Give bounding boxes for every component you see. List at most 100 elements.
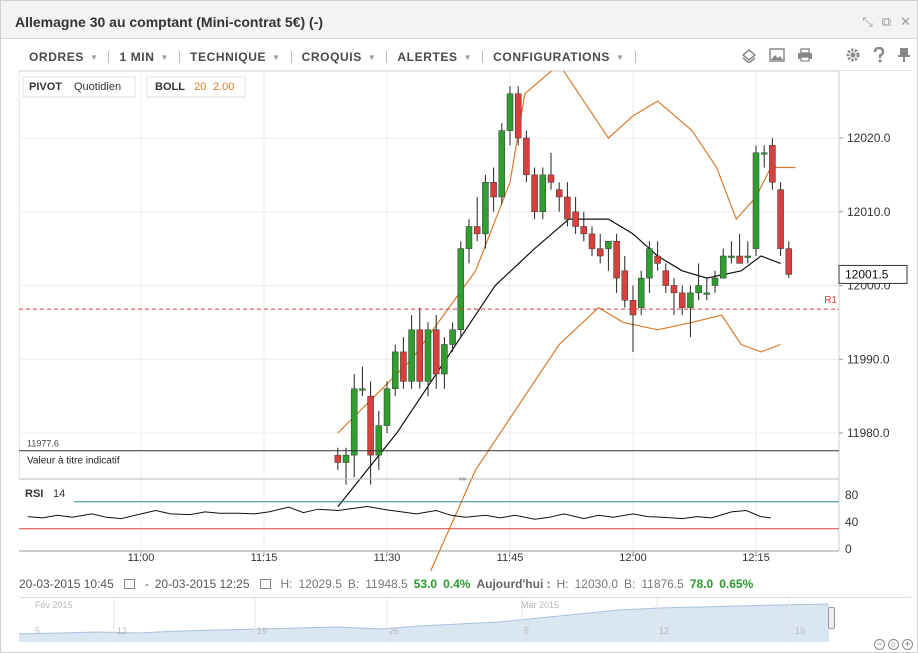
candle-body (350, 388, 358, 456)
rsi-period: 14 (53, 488, 65, 500)
menu-label: TECHNIQUE (190, 50, 267, 64)
indicative-text: Valeur à titre indicatif (27, 456, 120, 467)
chart-svg[interactable]: PIVOT Quotidien BOLL 20 2.00 R1 11977.6 … (18, 63, 911, 618)
candle-body (654, 255, 661, 264)
candle-body (424, 329, 432, 382)
navigator-day: 19 (795, 626, 806, 636)
high-label: H: (280, 577, 293, 591)
range-to[interactable]: 20-03-2015 12:25 (154, 577, 250, 591)
candle-body (703, 292, 711, 295)
layers-icon[interactable] (741, 47, 757, 63)
navigator-svg[interactable] (19, 598, 911, 642)
candle-body (482, 182, 489, 235)
r1-label: R1 (824, 295, 837, 306)
pivot-label: PIVOT (29, 81, 62, 93)
candle-body (662, 270, 670, 286)
candle-body (670, 285, 678, 294)
calendar-icon[interactable] (123, 579, 135, 589)
price-tick-label: 12020.0 (847, 131, 891, 145)
gear-icon[interactable] (845, 47, 861, 63)
image-icon[interactable] (769, 48, 785, 62)
today-high-label: H: (556, 577, 569, 591)
navigator-line (19, 603, 830, 635)
indicative-value: 11977.6 (27, 439, 59, 449)
boll-upper-line (337, 63, 796, 434)
range-low: 11948.5 (365, 577, 408, 591)
candle-body (523, 137, 530, 176)
candle-body (588, 233, 596, 249)
candle-body (637, 277, 645, 308)
candle-body (596, 248, 604, 257)
candle-body (441, 344, 448, 375)
caret-down-icon: ▼ (615, 52, 625, 62)
navigator-month: Mar 2015 (521, 600, 560, 610)
menu-alertes[interactable]: ALERTES ▼ (387, 50, 484, 64)
boll-mid-line (337, 218, 781, 508)
time-tick-label: 11:15 (251, 552, 278, 564)
candle-body (605, 241, 612, 249)
candle-body (506, 93, 514, 131)
menu-croquis[interactable]: CROQUIS ▼ (292, 50, 388, 64)
navigator-day: 26 (389, 626, 400, 636)
candle-body (777, 189, 784, 249)
candle-body (408, 329, 415, 382)
print-icon[interactable] (797, 48, 813, 62)
zoom-reset-icon[interactable]: ○ (888, 639, 899, 650)
pivot-period: Quotidien (74, 81, 121, 93)
rsi-label: RSI (25, 488, 43, 500)
menu-label: CONFIGURATIONS (493, 50, 610, 64)
candle-body (342, 454, 350, 463)
candle-body (572, 211, 579, 227)
calendar-icon[interactable] (259, 579, 271, 589)
chart-area[interactable]: PIVOT Quotidien BOLL 20 2.00 R1 11977.6 … (18, 63, 911, 618)
navigator-day: 19 (257, 626, 268, 636)
detach-icon[interactable]: ⧉ (881, 14, 892, 29)
chart-toolbar: ORDRES ▼ 1 MIN ▼ TECHNIQUE ▼ CROQUIS ▼ ALERT… (19, 45, 911, 71)
expand-icon[interactable]: ⤡ (862, 14, 873, 29)
price-tick-label: 12010.0 (847, 205, 891, 219)
candle-body (531, 174, 538, 212)
candle-body (539, 174, 547, 212)
candle-body (629, 300, 637, 316)
navigator-day: 5 (35, 626, 41, 636)
range-from[interactable]: 20-03-2015 10:45 (19, 577, 114, 591)
menu-configurations[interactable]: CONFIGURATIONS ▼ (483, 50, 636, 64)
candle-body (457, 248, 465, 330)
candle-body (564, 196, 571, 220)
navigator-handle[interactable] (828, 607, 835, 629)
candle-body (334, 454, 342, 463)
candles (334, 86, 793, 485)
candle-body (711, 277, 719, 286)
help-icon[interactable] (873, 47, 885, 63)
caret-down-icon: ▼ (160, 52, 170, 62)
range-change: 53.0 (413, 577, 438, 591)
candle-body (785, 248, 793, 275)
close-icon[interactable]: ✕ (900, 14, 911, 29)
menu-ordres[interactable]: ORDRES ▼ (19, 50, 110, 64)
navigator[interactable]: Fév 2015 Mar 2015 5 12 19 26 5 12 19 (19, 597, 911, 642)
time-tick-label: 11:30 (374, 552, 401, 564)
time-tick-label: 11:45 (497, 552, 524, 564)
candle-body (580, 226, 588, 235)
candle-body (547, 174, 555, 183)
candle-body (375, 425, 383, 456)
rsi-panel: 80 40 0 (19, 488, 859, 556)
candle-body (473, 226, 481, 235)
zoom-in-icon[interactable]: + (902, 639, 913, 650)
candle-body (687, 292, 694, 308)
boll-lower-line (362, 306, 781, 618)
navigator-area (19, 604, 829, 642)
candle-body (678, 292, 686, 308)
pin-icon[interactable] (897, 47, 911, 63)
menu-interval[interactable]: 1 MIN ▼ (109, 50, 181, 64)
price-tick-label: 11990.0 (847, 352, 890, 366)
range-high: 12029.5 (298, 577, 342, 591)
navigator-month: Fév 2015 (35, 600, 73, 610)
candle-body (367, 395, 374, 456)
menu-technique[interactable]: TECHNIQUE ▼ (180, 50, 292, 64)
splitter-handle-icon[interactable]: ═ (458, 474, 467, 485)
rsi-tick-label: 0 (845, 542, 852, 556)
today-high: 12030.0 (574, 577, 619, 591)
zoom-out-icon[interactable]: − (874, 639, 885, 650)
